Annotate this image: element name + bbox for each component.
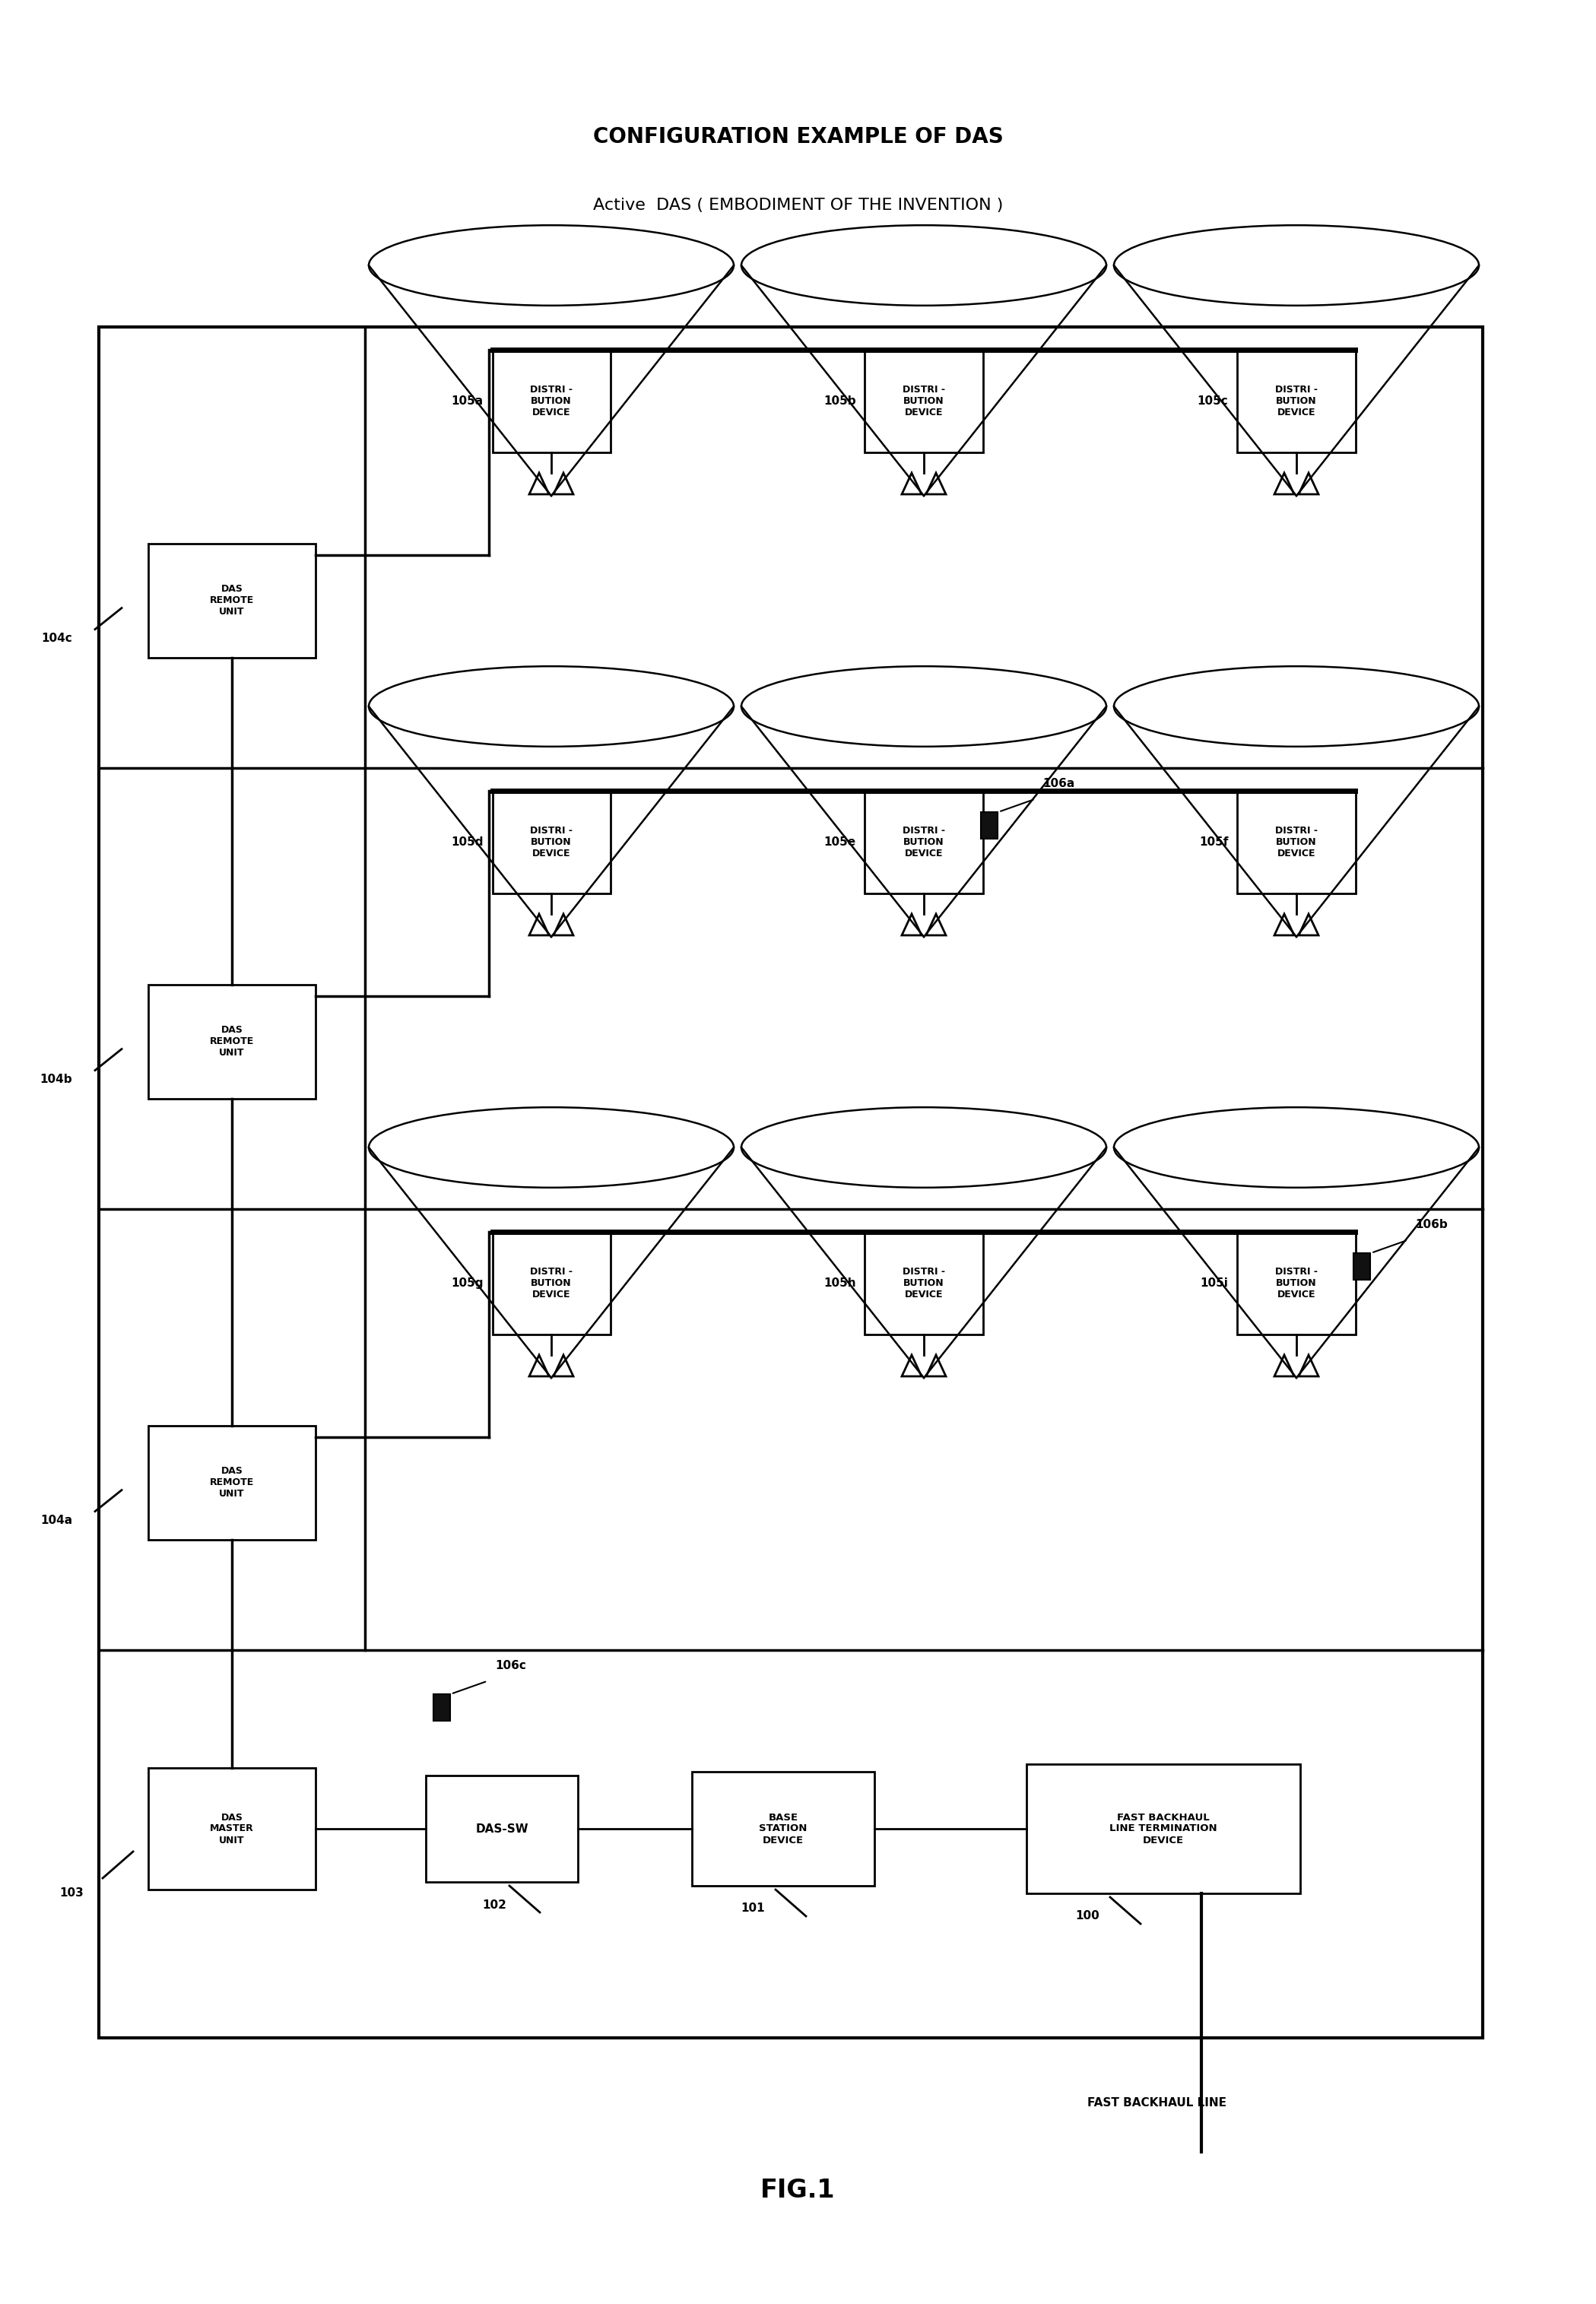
FancyBboxPatch shape <box>1353 1253 1371 1281</box>
Text: FAST BACKHAUL
LINE TERMINATION
DEVICE: FAST BACKHAUL LINE TERMINATION DEVICE <box>1109 1813 1218 1846</box>
Text: 105g: 105g <box>452 1276 484 1288</box>
FancyBboxPatch shape <box>865 790 983 894</box>
FancyBboxPatch shape <box>865 350 983 452</box>
Text: 105e: 105e <box>824 836 855 848</box>
Text: DISTRI -
BUTION
DEVICE: DISTRI - BUTION DEVICE <box>1275 1267 1318 1299</box>
FancyBboxPatch shape <box>492 350 610 452</box>
Text: DISTRI -
BUTION
DEVICE: DISTRI - BUTION DEVICE <box>903 385 945 417</box>
Text: 105c: 105c <box>1197 396 1229 408</box>
Text: DAS
REMOTE
UNIT: DAS REMOTE UNIT <box>209 1025 254 1058</box>
FancyBboxPatch shape <box>1237 350 1355 452</box>
Text: 102: 102 <box>482 1898 506 1910</box>
FancyBboxPatch shape <box>426 1776 578 1882</box>
FancyBboxPatch shape <box>99 327 1483 2037</box>
Text: DISTRI -
BUTION
DEVICE: DISTRI - BUTION DEVICE <box>1275 385 1318 417</box>
Text: 106b: 106b <box>1416 1219 1448 1230</box>
Text: 104a: 104a <box>40 1514 72 1525</box>
Text: DISTRI -
BUTION
DEVICE: DISTRI - BUTION DEVICE <box>903 1267 945 1299</box>
Text: 105i: 105i <box>1200 1276 1229 1288</box>
FancyBboxPatch shape <box>492 790 610 894</box>
Text: DAS
REMOTE
UNIT: DAS REMOTE UNIT <box>209 1465 254 1500</box>
Text: Active  DAS ( EMBODIMENT OF THE INVENTION ): Active DAS ( EMBODIMENT OF THE INVENTION… <box>594 198 1002 212</box>
Text: 105h: 105h <box>824 1276 855 1288</box>
Text: DISTRI -
BUTION
DEVICE: DISTRI - BUTION DEVICE <box>530 1267 573 1299</box>
FancyBboxPatch shape <box>148 984 316 1099</box>
Text: CONFIGURATION EXAMPLE OF DAS: CONFIGURATION EXAMPLE OF DAS <box>592 127 1004 147</box>
Text: 100: 100 <box>1076 1910 1100 1922</box>
FancyBboxPatch shape <box>148 544 316 657</box>
Text: DISTRI -
BUTION
DEVICE: DISTRI - BUTION DEVICE <box>903 825 945 859</box>
Text: 105a: 105a <box>452 396 484 408</box>
FancyBboxPatch shape <box>1237 1233 1355 1334</box>
Text: 104c: 104c <box>41 634 72 645</box>
FancyBboxPatch shape <box>982 813 998 839</box>
FancyBboxPatch shape <box>1237 790 1355 894</box>
Text: 104b: 104b <box>40 1074 72 1085</box>
Text: DISTRI -
BUTION
DEVICE: DISTRI - BUTION DEVICE <box>530 825 573 859</box>
FancyBboxPatch shape <box>148 1426 316 1539</box>
Text: FIG.1: FIG.1 <box>761 2177 835 2203</box>
Text: FAST BACKHAUL LINE: FAST BACKHAUL LINE <box>1087 2097 1226 2108</box>
Text: DAS-SW: DAS-SW <box>476 1822 528 1834</box>
Text: 103: 103 <box>59 1887 83 1898</box>
Text: DISTRI -
BUTION
DEVICE: DISTRI - BUTION DEVICE <box>530 385 573 417</box>
FancyBboxPatch shape <box>865 1233 983 1334</box>
Text: 105d: 105d <box>452 836 484 848</box>
FancyBboxPatch shape <box>693 1772 875 1885</box>
Text: 105b: 105b <box>824 396 855 408</box>
Text: 106c: 106c <box>495 1661 527 1670</box>
Text: 101: 101 <box>741 1903 764 1915</box>
Text: DAS
MASTER
UNIT: DAS MASTER UNIT <box>211 1813 254 1846</box>
Text: BASE
STATION
DEVICE: BASE STATION DEVICE <box>760 1813 808 1846</box>
Text: DAS
REMOTE
UNIT: DAS REMOTE UNIT <box>209 583 254 617</box>
Text: DISTRI -
BUTION
DEVICE: DISTRI - BUTION DEVICE <box>1275 825 1318 859</box>
FancyBboxPatch shape <box>492 1233 610 1334</box>
Text: 106a: 106a <box>1042 779 1074 790</box>
FancyBboxPatch shape <box>148 1767 316 1889</box>
FancyBboxPatch shape <box>434 1693 450 1721</box>
Text: 105f: 105f <box>1199 836 1229 848</box>
FancyBboxPatch shape <box>1026 1765 1301 1894</box>
